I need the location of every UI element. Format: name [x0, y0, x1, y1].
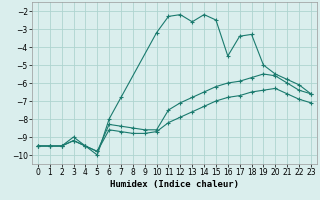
X-axis label: Humidex (Indice chaleur): Humidex (Indice chaleur)	[110, 180, 239, 189]
